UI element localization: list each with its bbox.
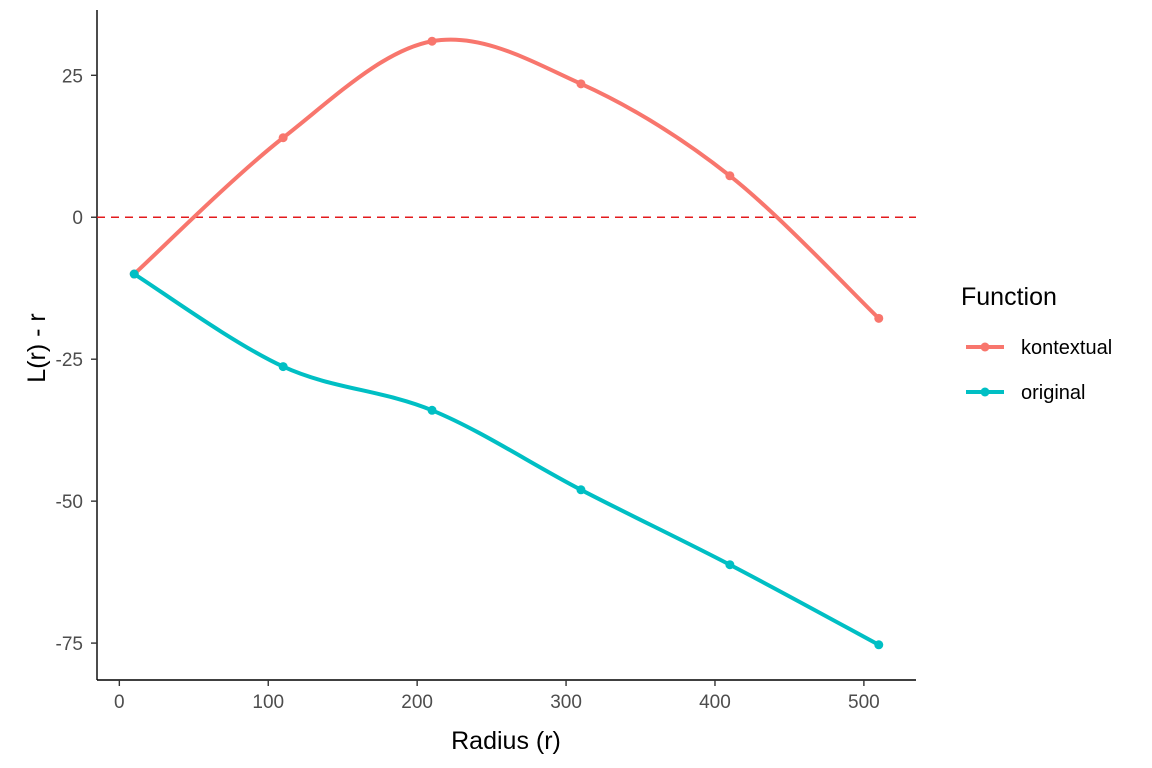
y-tick-label: 25	[62, 66, 83, 87]
y-axis: -75 -50 -25 0 25	[56, 10, 98, 680]
data-point-kontextual	[874, 313, 884, 323]
legend: Function kontextual original	[961, 283, 1112, 404]
x-tick-label: 500	[848, 692, 880, 713]
y-tick-label: -75	[56, 634, 83, 655]
x-axis-title: Radius (r)	[451, 727, 561, 755]
x-tick-label: 400	[699, 692, 731, 713]
data-point-kontextual	[576, 79, 586, 89]
x-tick-label: 0	[114, 692, 125, 713]
legend-item-original: original	[966, 382, 1085, 404]
y-tick-label: -25	[56, 350, 83, 371]
data-point-original	[874, 640, 884, 650]
legend-item-kontextual: kontextual	[966, 337, 1112, 359]
series-kontextual	[129, 36, 884, 323]
x-axis: 0 100 200 300 400 500	[97, 679, 916, 713]
series-original	[129, 269, 884, 650]
data-point-kontextual	[725, 171, 735, 181]
x-tick-label: 200	[401, 692, 433, 713]
legend-title: Function	[961, 283, 1057, 311]
y-tick-label: -50	[56, 492, 83, 513]
data-point-original	[725, 560, 735, 570]
y-axis-title: L(r) - r	[23, 313, 51, 382]
data-point-kontextual	[427, 36, 437, 46]
legend-key-point	[980, 342, 990, 352]
data-point-kontextual	[278, 133, 288, 143]
legend-label-kontextual: kontextual	[1021, 337, 1112, 359]
y-tick-label: 0	[72, 208, 83, 229]
legend-key-point	[980, 387, 990, 397]
x-tick-label: 100	[252, 692, 284, 713]
data-point-original	[278, 362, 288, 372]
series-line-kontextual	[132, 37, 881, 321]
data-point-original	[576, 485, 586, 495]
x-tick-label: 300	[550, 692, 582, 713]
data-point-original	[427, 405, 437, 415]
legend-label-original: original	[1021, 382, 1085, 404]
series-layer	[129, 36, 884, 650]
series-line-original	[132, 272, 881, 647]
data-point-original	[129, 269, 139, 279]
